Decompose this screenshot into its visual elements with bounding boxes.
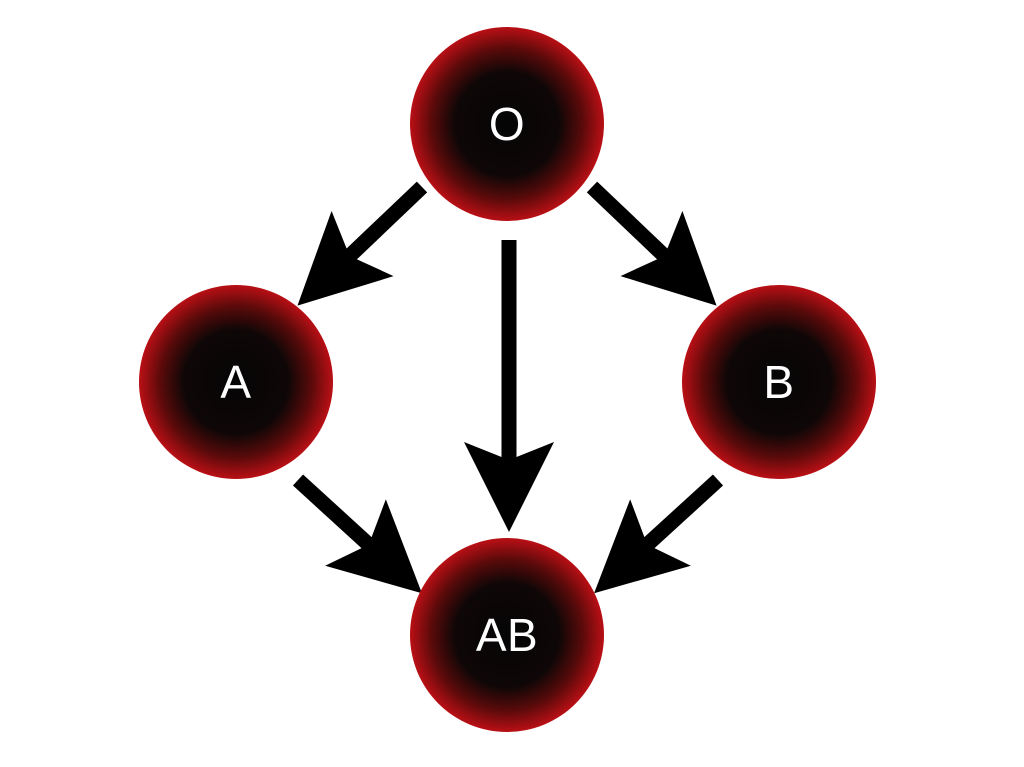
node-b: B — [682, 285, 876, 479]
arrow-a-to-ab — [298, 480, 402, 575]
arrow-o-to-b — [592, 187, 697, 287]
arrow-o-to-a — [317, 187, 422, 287]
node-a: A — [139, 285, 333, 479]
node-label-b: B — [763, 359, 794, 405]
arrow-b-to-ab — [614, 480, 718, 575]
blood-type-diagram: OABAB — [0, 0, 1024, 767]
node-o: O — [410, 27, 604, 221]
node-label-o: O — [489, 101, 525, 147]
node-label-ab: AB — [476, 612, 538, 658]
node-ab: AB — [410, 538, 604, 732]
node-label-a: A — [220, 359, 251, 405]
